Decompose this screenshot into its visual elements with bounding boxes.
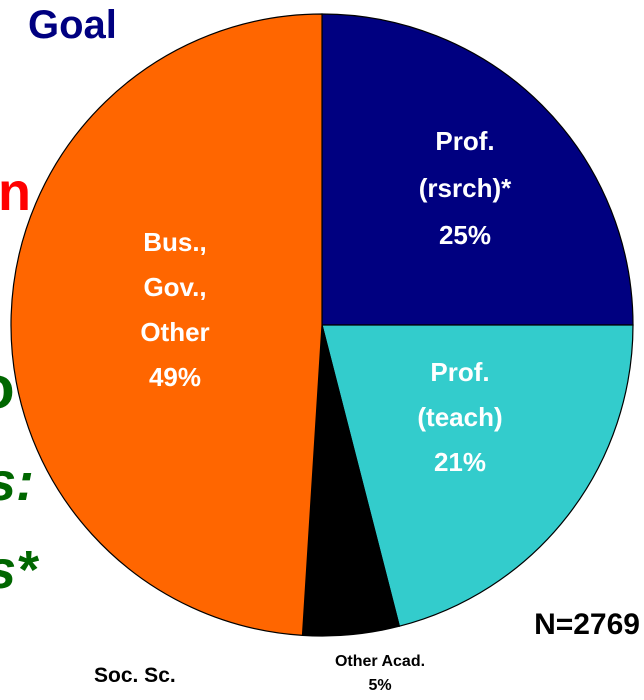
pie-slice [10, 13, 323, 637]
slice-label-line: (teach) [417, 402, 502, 432]
slice-label-line: Other [140, 317, 209, 347]
annotation: N=2769 [534, 608, 640, 641]
annotation: s: [0, 452, 34, 512]
slice-label: Prof. (teach) [417, 357, 502, 432]
annotation: n [0, 162, 31, 222]
value-label: 25% [439, 220, 491, 250]
pie-slice [321, 13, 634, 326]
slice-label: Prof. (rsrch)* [419, 126, 512, 203]
value-label: 5% [368, 677, 391, 694]
slice-label: Other Acad. [335, 653, 425, 670]
annotation: Soc. Sc. [94, 664, 176, 687]
annotation: o [0, 354, 15, 421]
value-label: 21% [434, 447, 486, 477]
slice-label-line: (rsrch)* [419, 173, 512, 203]
pie [10, 13, 634, 637]
slice-label-line: Prof. [430, 357, 489, 387]
slice-label-line: Bus., [143, 227, 207, 257]
pie-slice [321, 324, 634, 627]
value-label: 49% [149, 362, 201, 392]
slice-label-line: Other Acad. [335, 653, 425, 670]
slice-label-line: Gov., [143, 272, 206, 302]
slice-label-line: Prof. [435, 126, 494, 156]
annotation: s* [0, 540, 40, 600]
slice-label: Bus., Gov., Other [140, 227, 209, 347]
annotation: Goal [28, 3, 117, 47]
background-text: Goal n o s: s* [0, 3, 117, 600]
